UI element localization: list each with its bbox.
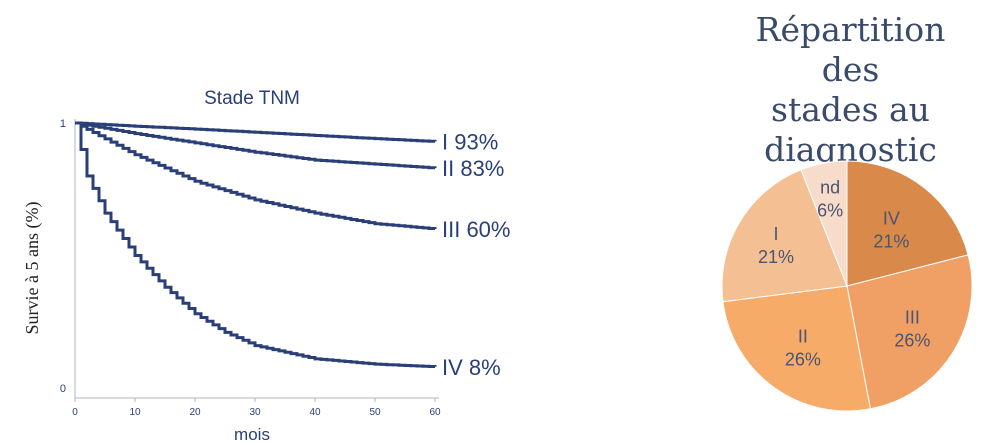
x-tick-label: 50 — [369, 407, 381, 418]
series-label: II 83% — [442, 156, 504, 181]
x-tick-label: 40 — [309, 407, 321, 418]
pie-slice-nd — [800, 160, 848, 287]
pie-slice-percent: 26% — [894, 331, 930, 351]
series-label: IV 8% — [442, 355, 501, 380]
pie-slice-ii — [722, 285, 871, 412]
survival-curve-3 — [75, 121, 437, 230]
x-tick-label: 30 — [249, 407, 261, 418]
pie-slice-percent: 26% — [785, 350, 821, 370]
survival-curve-4 — [75, 121, 437, 368]
x-tick-label: 10 — [129, 407, 141, 418]
x-tick-label: 60 — [429, 407, 441, 418]
pie-title-line: Répartition des — [755, 10, 946, 89]
pie-slice-percent: 21% — [873, 232, 909, 252]
y-tick-label: 0 — [60, 383, 66, 395]
y-tick-label: 1 — [60, 118, 66, 130]
pie-title-line: stades au — [771, 90, 930, 129]
pie-slice-label: II — [798, 327, 808, 347]
pie-chart: IV 21% III 26% II 26% I 21% nd 6% — [721, 160, 973, 412]
pie-slice-percent: 6% — [817, 201, 843, 221]
x-axis-label: mois — [234, 425, 270, 442]
series-label: I 93% — [442, 130, 498, 155]
pie-slice-iii — [846, 254, 973, 410]
x-tick-label: 20 — [189, 407, 201, 418]
y-axis-label: Survie à 5 ans (%) — [22, 202, 43, 335]
pie-slice-iv — [846, 160, 969, 287]
chart-title: Stade TNM — [204, 88, 300, 109]
survival-curve-2 — [75, 121, 437, 170]
pie-slice-i — [721, 169, 848, 303]
survival-chart: Stade TNM 0 10 20 30 40 50 60 0 1 I 93%II 83% III … — [22, 88, 511, 442]
pie-slice-label: III — [905, 308, 920, 328]
survival-curve-1 — [75, 121, 437, 143]
series-label: III 60% — [442, 217, 510, 242]
plot-area: 0 10 20 30 40 50 60 0 1 I 93%II 83% III 60% IV 8% — [60, 118, 511, 418]
x-tick-label: 0 — [72, 407, 78, 418]
pie-slice-label: nd — [820, 178, 840, 198]
pie-slice-label: I — [773, 224, 778, 244]
pie-slice-percent: 21% — [758, 247, 794, 267]
pie-slice-label: IV — [883, 209, 900, 229]
